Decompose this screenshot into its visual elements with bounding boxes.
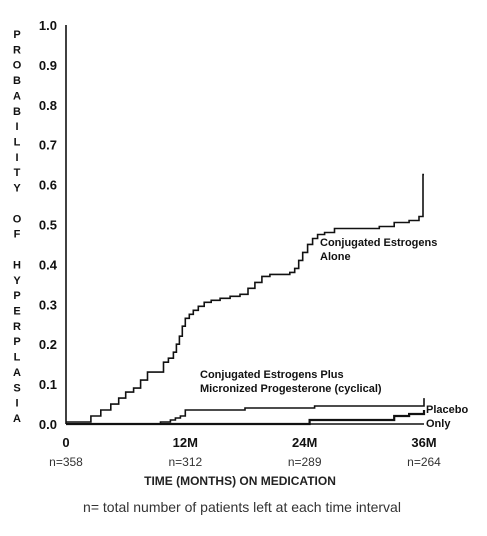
y-axis-title-letter: H xyxy=(13,259,21,271)
x-tick-label: 24M xyxy=(292,435,317,450)
y-axis-title-letter: I xyxy=(15,121,18,133)
x-tick-n-count: n=312 xyxy=(168,455,202,469)
y-axis-title-letter: I xyxy=(15,152,18,164)
y-tick-label: 0.4 xyxy=(39,257,58,272)
y-tick-label: 0.8 xyxy=(39,98,57,113)
y-axis-ticks: 0.0 0.1 0.2 0.3 0.4 0.5 0.6 0.7 0.8 0.9 1.0 xyxy=(39,18,58,432)
y-axis-title-letter: L xyxy=(14,137,21,149)
x-tick-label: 36M xyxy=(411,435,436,450)
y-axis-title-letter: A xyxy=(13,367,21,379)
y-tick-label: 0.3 xyxy=(39,297,57,312)
series-label-estrogens-alone-line2: Alone xyxy=(320,251,351,263)
y-axis-title-letter: O xyxy=(13,213,22,225)
series-estrogens-progesterone xyxy=(66,398,425,425)
x-axis-title: TIME (MONTHS) ON MEDICATION xyxy=(144,474,336,488)
x-tick-label: 0 xyxy=(62,435,69,450)
y-axis-title-letter: Y xyxy=(13,183,21,195)
x-tick-n-count: n=289 xyxy=(288,455,322,469)
y-tick-label: 0.1 xyxy=(39,377,57,392)
series-label-estrogens-progesterone-line2: Micronized Progesterone (cyclical) xyxy=(200,383,382,395)
y-axis-title-letter: R xyxy=(13,321,21,333)
series-estrogens-alone xyxy=(66,173,424,423)
y-tick-label: 0.6 xyxy=(39,178,57,193)
y-tick-label: 0.2 xyxy=(39,337,57,352)
footnote: n= total number of patients left at each… xyxy=(83,499,401,515)
x-tick-n-count: n=264 xyxy=(407,455,441,469)
y-axis-title-letter: R xyxy=(13,44,21,56)
y-axis-title-letter: Y xyxy=(13,275,21,287)
y-axis-title-letter: O xyxy=(13,60,22,72)
y-axis-title-letter: I xyxy=(15,398,18,410)
series-label-estrogens-progesterone-line1: Conjugated Estrogens Plus xyxy=(200,369,344,381)
series-label-estrogens-alone-line1: Conjugated Estrogens xyxy=(320,237,437,249)
x-tick-n-count: n=358 xyxy=(49,455,83,469)
y-axis-title-letter: F xyxy=(14,229,21,241)
y-axis-title-letter: S xyxy=(13,382,20,394)
series-placebo xyxy=(66,410,426,426)
y-axis-title-letter: A xyxy=(13,413,21,425)
y-axis-title-letter: B xyxy=(13,75,21,87)
y-tick-label: 0.5 xyxy=(39,218,57,233)
y-tick-label: 1.0 xyxy=(39,18,57,33)
y-axis-title-letter: T xyxy=(14,167,21,179)
y-tick-label: 0.7 xyxy=(39,138,57,153)
y-tick-label: 0.9 xyxy=(39,58,57,73)
series-layer xyxy=(66,173,426,426)
y-axis-title-letter: P xyxy=(13,29,20,41)
x-tick-label: 12M xyxy=(173,435,198,450)
series-label-placebo-line1: Placebo xyxy=(426,404,468,416)
x-axis-ticks: 0 n=358 12M n=312 24M n=289 36M n=264 xyxy=(49,435,441,469)
y-tick-label: 0.0 xyxy=(39,417,57,432)
series-label-placebo-line2: Only xyxy=(426,418,451,430)
y-axis-title-letter: P xyxy=(13,336,20,348)
y-axis-title-letter: B xyxy=(13,106,21,118)
y-axis-title-letter: P xyxy=(13,290,20,302)
y-axis-title-letter: A xyxy=(13,90,21,102)
y-axis-title-letter: L xyxy=(14,352,21,364)
y-axis-title-letter: E xyxy=(13,305,20,317)
